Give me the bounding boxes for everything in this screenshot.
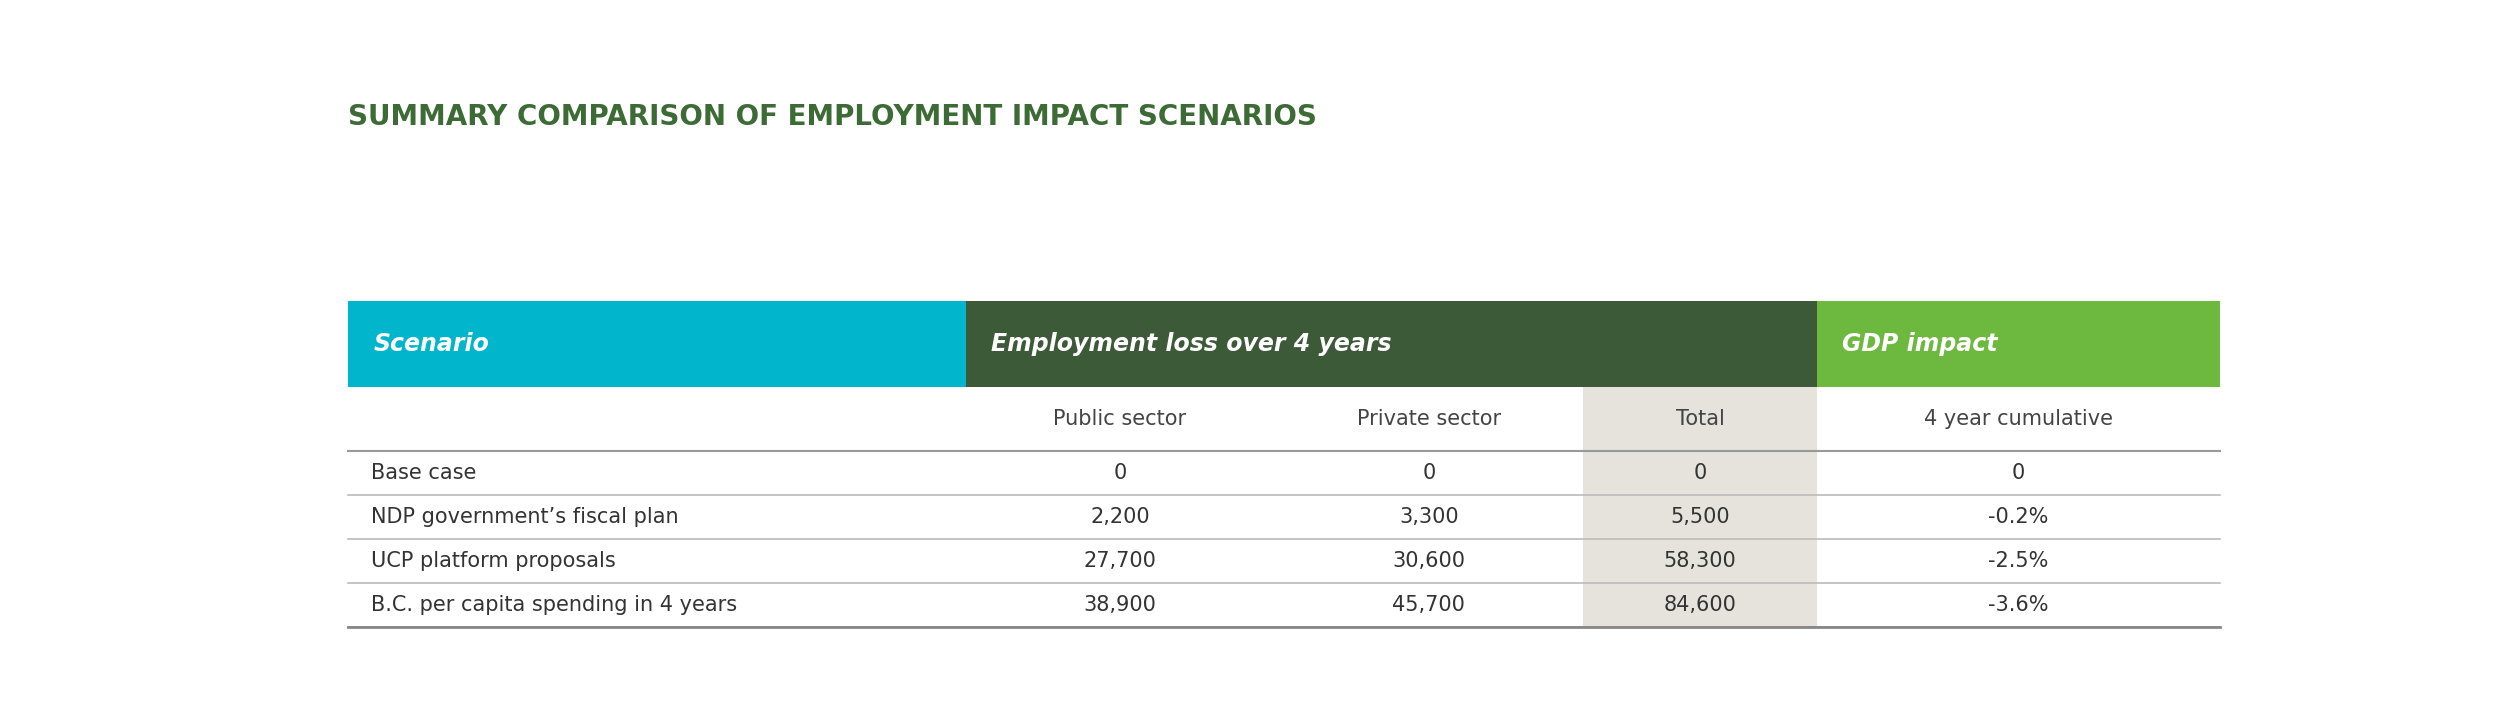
Text: Private sector: Private sector: [1358, 409, 1500, 429]
FancyBboxPatch shape: [348, 539, 2219, 583]
FancyBboxPatch shape: [1583, 539, 1816, 583]
Text: 30,600: 30,600: [1393, 551, 1465, 571]
Text: 3,300: 3,300: [1398, 507, 1458, 527]
FancyBboxPatch shape: [348, 495, 2219, 539]
Text: 0: 0: [1693, 463, 1706, 484]
FancyBboxPatch shape: [1816, 301, 2219, 388]
FancyBboxPatch shape: [1583, 495, 1816, 539]
Text: Employment loss over 4 years: Employment loss over 4 years: [992, 333, 1390, 356]
Text: 4 year cumulative: 4 year cumulative: [1924, 409, 2112, 429]
FancyBboxPatch shape: [1583, 451, 1816, 495]
FancyBboxPatch shape: [1583, 583, 1816, 627]
Text: GDP impact: GDP impact: [1841, 333, 1999, 356]
Text: 84,600: 84,600: [1663, 595, 1736, 615]
Text: Scenario: Scenario: [373, 333, 488, 356]
FancyBboxPatch shape: [348, 583, 2219, 627]
Text: 0: 0: [1423, 463, 1435, 484]
Text: Total: Total: [1676, 409, 1723, 429]
Text: 58,300: 58,300: [1663, 551, 1736, 571]
FancyBboxPatch shape: [348, 388, 2219, 451]
Text: Base case: Base case: [371, 463, 476, 484]
Text: -2.5%: -2.5%: [1989, 551, 2049, 571]
Text: Public sector: Public sector: [1055, 409, 1187, 429]
Text: 27,700: 27,700: [1085, 551, 1157, 571]
Text: B.C. per capita spending in 4 years: B.C. per capita spending in 4 years: [371, 595, 736, 615]
Text: -3.6%: -3.6%: [1989, 595, 2049, 615]
Text: 45,700: 45,700: [1393, 595, 1465, 615]
Text: SUMMARY COMPARISON OF EMPLOYMENT IMPACT SCENARIOS: SUMMARY COMPARISON OF EMPLOYMENT IMPACT …: [348, 103, 1318, 132]
FancyBboxPatch shape: [964, 301, 1816, 388]
Text: 0: 0: [2012, 463, 2024, 484]
Text: 38,900: 38,900: [1085, 595, 1157, 615]
Text: NDP government’s fiscal plan: NDP government’s fiscal plan: [371, 507, 679, 527]
FancyBboxPatch shape: [348, 301, 964, 388]
Text: UCP platform proposals: UCP platform proposals: [371, 551, 616, 571]
FancyBboxPatch shape: [1583, 388, 1816, 451]
Text: -0.2%: -0.2%: [1989, 507, 2049, 527]
Text: 5,500: 5,500: [1671, 507, 1731, 527]
Text: 2,200: 2,200: [1090, 507, 1150, 527]
Text: 0: 0: [1112, 463, 1127, 484]
FancyBboxPatch shape: [348, 451, 2219, 495]
